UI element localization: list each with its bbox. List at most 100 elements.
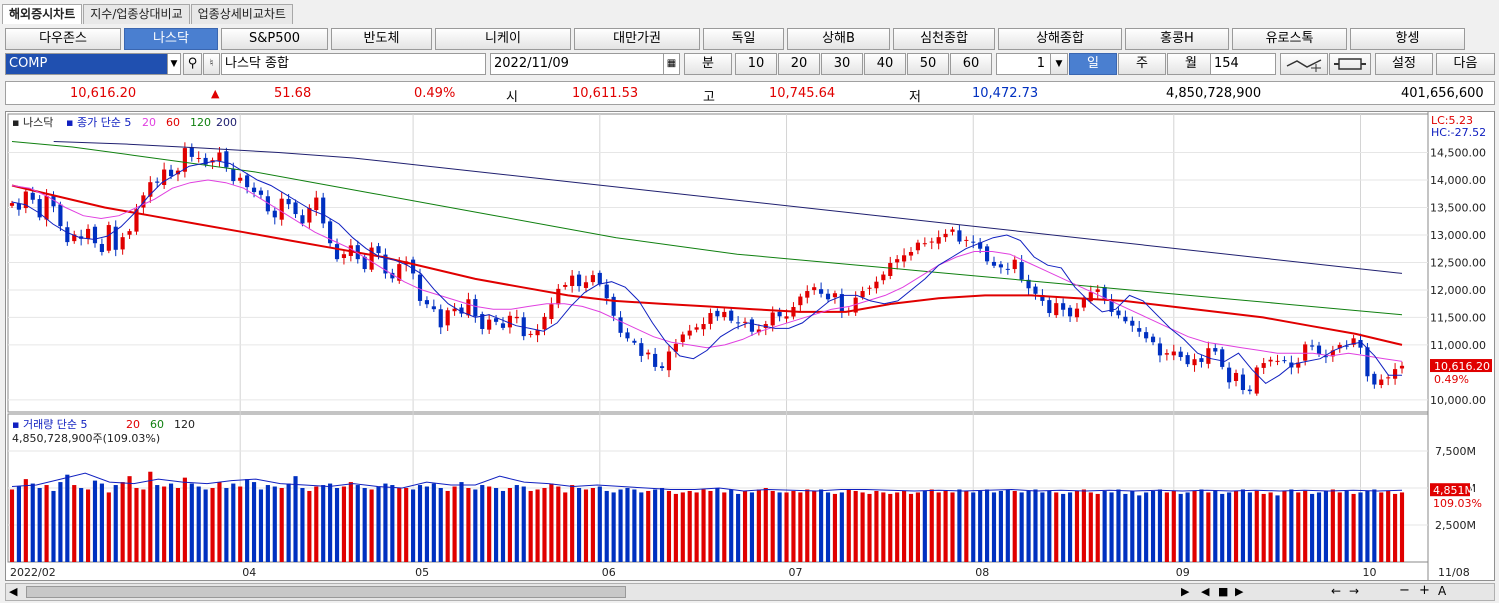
stop-icon[interactable]: ■ (1218, 585, 1229, 598)
candle-body (1220, 349, 1225, 367)
candle-body (106, 225, 111, 251)
candle-body (1012, 259, 1017, 270)
tool-icon[interactable] (1329, 53, 1371, 75)
current-price-label: 10,616.20 (1434, 360, 1490, 373)
horizontal-scrollbar[interactable]: ◀ ▶ ◀ ■ ▶ ← → − + A (5, 583, 1495, 601)
interval-30-button[interactable]: 30 (821, 53, 863, 75)
gear-bar-icon (1334, 58, 1366, 70)
volume-bar (106, 492, 111, 562)
line-chart-icon (1286, 59, 1322, 72)
interval-40-button[interactable]: 40 (864, 53, 906, 75)
volume-bar (680, 492, 685, 562)
market-button-semiconductor[interactable]: 반도체 (331, 28, 432, 50)
day-button[interactable]: 일 (1069, 53, 1117, 75)
candle-body (659, 366, 665, 369)
market-button-hangseng[interactable]: 항셍 (1350, 28, 1465, 50)
zoom-out-right-icon[interactable]: → (1349, 584, 1360, 598)
play-icon[interactable]: ▶ (1235, 585, 1244, 598)
market-button-germany[interactable]: 독일 (703, 28, 784, 50)
candle-body (1040, 294, 1045, 301)
scroll-right-icon[interactable]: ▶ (1181, 585, 1190, 598)
symbol-code-field[interactable]: COMP (5, 53, 181, 75)
market-button-sp500[interactable]: S&P500 (221, 28, 328, 50)
volume-bar (943, 490, 948, 562)
candle-body (680, 334, 685, 342)
volume-bar (936, 492, 941, 562)
month-button[interactable]: 월 (1167, 53, 1215, 75)
candle-body (784, 316, 789, 319)
next-button[interactable]: 다음 (1436, 53, 1495, 75)
candle-body (141, 195, 146, 208)
volume-bar (646, 490, 651, 562)
tab-sector-detail[interactable]: 업종상세비교차트 (190, 4, 293, 24)
candle-body (687, 330, 692, 336)
toolbar: COMP ▼ ⚲ ♮ 나스닥 종합 2022/11/09 ▦ 분 10 20 3… (5, 53, 1495, 75)
interval-20-button[interactable]: 20 (778, 53, 820, 75)
volume-bar (611, 492, 616, 562)
zoom-plus-icon[interactable]: + (1419, 583, 1430, 598)
volume-bar (51, 490, 56, 562)
price-tick-label: 11,000.00 (1430, 339, 1486, 352)
candle-body (646, 352, 651, 355)
market-button-nasdaq[interactable]: 나스닥 (124, 28, 218, 50)
search-icon[interactable]: ⚲ (183, 53, 202, 75)
spinner-down-icon[interactable]: ▼ (1050, 53, 1068, 75)
market-button-eurostoxx[interactable]: 유로스톡 (1232, 28, 1347, 50)
candle-body (673, 343, 678, 352)
candle-body (991, 261, 997, 266)
interval-50-button[interactable]: 50 (907, 53, 949, 75)
volume-bar (92, 480, 98, 562)
candle-body (321, 197, 326, 224)
scroll-left-icon[interactable]: ◀ (9, 585, 18, 598)
week-button[interactable]: 주 (1118, 53, 1166, 75)
settings-button[interactable]: 설정 (1375, 53, 1433, 75)
volume-bar (175, 488, 181, 562)
market-button-shenzhen[interactable]: 심천종합 (893, 28, 995, 50)
tab-index-compare[interactable]: 지수/업종상대비교 (83, 4, 190, 24)
quote-change-pct: 0.49% (414, 86, 456, 101)
candle-body (300, 215, 305, 224)
zoom-out-left-icon[interactable]: ← (1331, 584, 1342, 598)
minute-button[interactable]: 분 (684, 53, 732, 75)
volume-bar (1047, 490, 1052, 562)
quote-bar: 10,616.20 ▲ 51.68 0.49% 시 10,611.53 고 10… (5, 81, 1495, 105)
hanja-icon[interactable]: ♮ (203, 53, 220, 75)
candle-body (1005, 268, 1010, 270)
auto-scale-icon[interactable]: A (1438, 584, 1447, 598)
count-field[interactable]: 154 (1210, 53, 1276, 75)
candle-body (37, 199, 42, 218)
chart-area[interactable]: 2022/02040506070809101111/0814,500.0014,… (5, 111, 1495, 581)
play-back-icon[interactable]: ◀ (1201, 585, 1210, 598)
market-buttons: 다우존스 나스닥 S&P500 반도체 니케이 대만가권 독일 상해B 심천종합… (5, 28, 1495, 50)
symbol-dropdown-icon[interactable]: ▼ (167, 53, 181, 75)
candle-body (915, 242, 920, 251)
market-button-hongkong-h[interactable]: 홍콩H (1125, 28, 1229, 50)
x-tick-label: 04 (242, 566, 256, 579)
market-button-nikkei[interactable]: 니케이 (435, 28, 571, 50)
date-field[interactable]: 2022/11/09 (490, 53, 680, 75)
calendar-icon[interactable]: ▦ (663, 53, 680, 75)
candle-body (113, 226, 118, 250)
tab-overseas-chart[interactable]: 해외증시차트 (2, 4, 83, 24)
volume-bar (791, 490, 796, 562)
interval-60-button[interactable]: 60 (950, 53, 992, 75)
market-button-taiwan[interactable]: 대만가권 (574, 28, 700, 50)
market-button-shanghai[interactable]: 상해종합 (998, 28, 1122, 50)
candle-body (922, 243, 927, 245)
chart-type-icon[interactable] (1280, 53, 1328, 75)
market-button-shanghai-b[interactable]: 상해B (787, 28, 890, 50)
interval-10-button[interactable]: 10 (735, 53, 777, 75)
volume-bar (902, 490, 907, 562)
candle-body (44, 195, 49, 220)
zoom-minus-icon[interactable]: − (1399, 583, 1410, 598)
volume-bar (1337, 492, 1342, 562)
scroll-thumb[interactable] (26, 586, 626, 598)
volume-bar (825, 492, 831, 562)
price-tick-label: 14,000.00 (1430, 174, 1486, 187)
price-volume-chart[interactable]: 2022/02040506070809101111/0814,500.0014,… (6, 112, 1494, 580)
volume-bar (224, 488, 229, 562)
volume-bar (99, 483, 104, 562)
current-volume-label: 4,851M (1433, 484, 1474, 497)
market-button-dow[interactable]: 다우존스 (5, 28, 121, 50)
candle-body (155, 181, 160, 183)
